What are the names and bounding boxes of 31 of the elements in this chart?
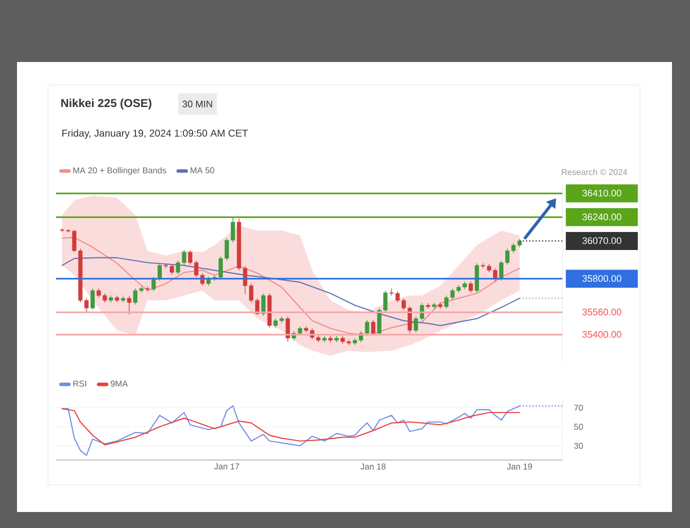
- candlestick: [145, 286, 150, 292]
- candlestick: [286, 316, 290, 342]
- legend-label: RSI: [73, 380, 86, 387]
- candlestick: [158, 262, 162, 282]
- x-tick-label: Jan 17: [214, 464, 240, 470]
- text: 30 MIN: [182, 100, 212, 108]
- x-tick-label: Jan 18: [360, 464, 386, 470]
- candlestick: [127, 296, 132, 315]
- candlestick: [426, 302, 430, 310]
- y-tick-label: 35400.00: [582, 331, 622, 338]
- chart-title: Nikkei 225 (OSE): [61, 98, 152, 110]
- line-series: [62, 236, 520, 336]
- candlestick: [371, 320, 376, 336]
- x-tick-label: Jan 19: [506, 464, 532, 470]
- y-tick-label: 36240.00: [582, 214, 622, 220]
- chart-subtitle: Friday, January 19, 2024 1:09:50 AM CET: [62, 129, 248, 139]
- y-tick-label: 50: [574, 424, 583, 430]
- candlestick: [152, 276, 156, 292]
- legend-label: MA 20 + Bollinger Bands: [73, 167, 166, 176]
- y-tick-label: 30: [574, 442, 583, 449]
- candlestick: [468, 281, 473, 294]
- y-tick-label: 70: [574, 404, 583, 411]
- legend-label: 9MA: [110, 380, 128, 387]
- y-tick-label: 36070.00: [582, 237, 622, 244]
- y-tick-label: 35560.00: [582, 308, 622, 316]
- candlestick: [261, 293, 266, 316]
- legend-label: MA 50: [190, 167, 214, 174]
- candlestick: [90, 288, 95, 310]
- y-tick-label: 35800.00: [582, 275, 622, 282]
- y-tick-label: 36410.00: [582, 190, 622, 196]
- text: Research © 2024: [562, 168, 628, 176]
